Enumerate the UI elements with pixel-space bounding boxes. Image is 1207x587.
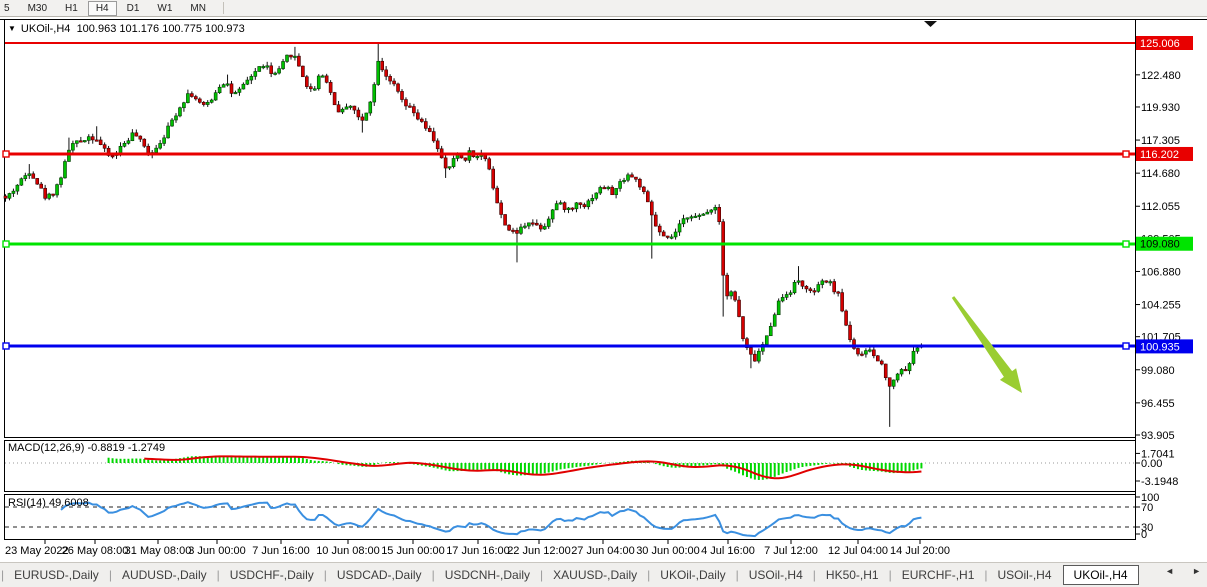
hline-handle[interactable] — [2, 342, 10, 350]
date-tick-label: 26 May 08:00 — [62, 545, 129, 557]
price-badge — [1136, 146, 1193, 161]
hline-handle[interactable] — [1122, 150, 1130, 158]
tab-separator: | — [540, 568, 544, 582]
timeframe-button-mn[interactable]: MN — [190, 2, 206, 14]
timeframe-button-5[interactable]: 5 — [4, 2, 10, 14]
price-badge — [1136, 339, 1193, 354]
price-axis[interactable]: 122.480119.930117.305114.680112.055109.5… — [1136, 36, 1193, 442]
price-tick-label: 117.305 — [1141, 135, 1180, 147]
tab-separator: | — [888, 568, 892, 582]
macd-axis-label: -3.1948 — [1141, 476, 1178, 488]
hline-handle[interactable] — [1122, 240, 1130, 248]
date-tick-label: 4 Jul 16:00 — [701, 545, 755, 557]
date-tick-label: 30 Jun 00:00 — [636, 545, 700, 557]
tab-separator: | — [984, 568, 988, 582]
chart-legend-ohlc: 100.963 101.176 100.775 100.973 — [76, 23, 245, 35]
tab-separator: | — [323, 568, 327, 582]
chart-tab-usdcnh-daily[interactable]: USDCNH-,Daily — [444, 568, 531, 582]
price-badge — [1136, 236, 1193, 251]
price-tick-label: 93.905 — [1141, 430, 1175, 442]
tab-scroll-controls: ◄ ► — [1165, 566, 1201, 576]
price-badge-label: 109.080 — [1140, 239, 1180, 251]
rsi-axis-label: 30 — [1141, 522, 1153, 534]
tab-scroll-left-icon[interactable]: ◄ — [1165, 566, 1175, 576]
toolbar-separator — [222, 2, 224, 14]
symbol-dropdown-icon[interactable]: ▼ — [8, 24, 16, 33]
hline-handle[interactable] — [1122, 342, 1130, 350]
chart-tab-hk50-h1[interactable]: HK50-,H1 — [825, 568, 879, 582]
rsi-indicator-label: RSI(14) 49.6008 — [8, 497, 89, 509]
tab-separator: | — [431, 568, 435, 582]
date-tick-label: 7 Jun 16:00 — [252, 545, 310, 557]
chart-tab-usoil-h4[interactable]: USOil-,H4 — [748, 568, 803, 582]
timeframe-button-h4[interactable]: H4 — [87, 0, 117, 16]
price-tick-label: 99.080 — [1141, 365, 1175, 377]
price-badge-label: 116.202 — [1140, 149, 1179, 161]
timeframe-button-w1[interactable]: W1 — [157, 2, 173, 14]
chart-tab-usdchf-daily[interactable]: USDCHF-,Daily — [229, 568, 314, 582]
timeframe-toolbar: 5 M30 H1 H4 D1 W1 MN — [0, 0, 1207, 17]
date-tick-label: 31 May 08:00 — [125, 545, 192, 557]
price-badge — [1136, 36, 1193, 50]
chart-tab-audusd-daily[interactable]: AUDUSD-,Daily — [121, 568, 207, 582]
price-tick-label: 106.880 — [1141, 266, 1181, 278]
hline-handle[interactable] — [2, 240, 10, 248]
chart-tab-bar: | EURUSD-,Daily | AUDUSD-,Daily | USDCHF-,Dai… — [0, 562, 1207, 587]
date-tick-label: 27 Jun 04:00 — [571, 545, 635, 557]
rsi-axis-label: 0 — [1141, 529, 1147, 541]
chart-tab-usoil-h4[interactable]: USOil-,H4 — [997, 568, 1052, 582]
tab-separator: | — [812, 568, 816, 582]
macd-axis-label: 0.00 — [1141, 458, 1162, 470]
date-tick-label: 10 Jun 08:00 — [316, 545, 380, 557]
tab-separator: | — [1, 568, 5, 582]
candles-layer — [3, 43, 924, 427]
macd-axis-label: 1.7041 — [1141, 448, 1175, 460]
horizontal-lines-layer[interactable] — [2, 42, 1135, 350]
price-tick-label: 119.930 — [1141, 102, 1180, 114]
price-tick-label: 114.680 — [1141, 168, 1180, 180]
timeframe-button-h1[interactable]: H1 — [65, 2, 78, 14]
chart-plot-area[interactable]: 122.480119.930117.305114.680112.055109.5… — [0, 0, 1207, 562]
macd-indicator-label: MACD(12,26,9) -0.8819 -1.2749 — [8, 442, 166, 454]
rsi-axis-label: 100 — [1141, 492, 1159, 504]
tab-separator: | — [216, 568, 220, 582]
chart-tab-eurusd-daily[interactable]: EURUSD-,Daily — [14, 568, 99, 582]
chart-legend: ▼ UKOil-,H4 100.963 101.176 100.775 100.9… — [8, 23, 245, 35]
hline-handle[interactable] — [2, 150, 10, 158]
tab-separator: | — [108, 568, 112, 582]
rsi-axis-label: 70 — [1141, 502, 1153, 514]
date-tick-label: 7 Jul 12:00 — [764, 545, 818, 557]
timeframe-button-m30[interactable]: M30 — [27, 2, 48, 14]
timeframe-button-d1[interactable]: D1 — [126, 2, 140, 14]
date-tick-label: 3 Jun 00:00 — [188, 545, 246, 557]
price-badge-label: 125.006 — [1140, 38, 1180, 50]
chart-tab-ukoil-daily[interactable]: UKOil-,Daily — [660, 568, 726, 582]
chart-tab-xauusd-daily[interactable]: XAUUSD-,Daily — [553, 568, 638, 582]
price-tick-label: 112.055 — [1141, 201, 1180, 213]
price-tick-label: 122.480 — [1141, 70, 1181, 82]
tab-separator: | — [735, 568, 739, 582]
chart-legend-symbol: UKOil-,H4 — [20, 23, 71, 35]
date-tick-label: 14 Jul 20:00 — [890, 545, 950, 557]
bar-end-marker-icon[interactable] — [924, 21, 937, 27]
tab-separator: | — [647, 568, 651, 582]
pane-frames — [0, 17, 1207, 540]
trend-arrow-annotation[interactable] — [951, 296, 1022, 393]
price-tick-label: 96.455 — [1141, 398, 1175, 410]
chart-tab-eurchf-h1[interactable]: EURCHF-,H1 — [901, 568, 975, 582]
date-tick-label: 23 May 2022 — [5, 545, 69, 557]
date-tick-label: 15 Jun 00:00 — [381, 545, 445, 557]
date-tick-label: 22 Jun 12:00 — [507, 545, 571, 557]
tab-scroll-right-icon[interactable]: ► — [1192, 566, 1201, 576]
date-tick-label: 12 Jul 04:00 — [828, 545, 888, 557]
date-tick-label: 17 Jun 16:00 — [446, 545, 510, 557]
chart-tab-ukoil-h4[interactable]: UKOil-,H4 — [1062, 565, 1139, 585]
price-tick-label: 104.255 — [1141, 300, 1181, 312]
price-badge-label: 100.935 — [1140, 341, 1180, 353]
chart-tab-usdcad-daily[interactable]: USDCAD-,Daily — [336, 568, 422, 582]
